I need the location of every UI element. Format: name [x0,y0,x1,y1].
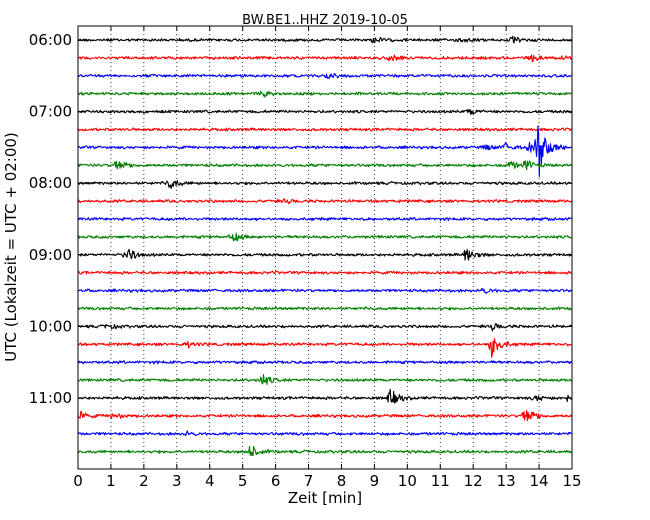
trace-1015 [77,338,572,358]
y-tick-label: 09:00 [29,246,72,264]
trace-1045 [77,373,572,385]
chart-title: BW.BE1..HHZ 2019-10-05 [242,13,408,28]
trace-0915 [77,270,572,275]
seismogram-traces [77,35,572,457]
axes: 0 1 2 3 4 5 6 7 8 9 10 11 12 13 14 1506:0007:0008:0009:… [29,26,582,490]
x-tick-label: 6 [271,472,281,490]
x-axis-label: Zeit [min] [288,489,362,507]
trace-0730 [77,125,572,178]
x-tick-label: 15 [562,472,581,490]
trace-0645 [77,90,572,98]
x-tick-label: 0 [73,472,83,490]
trace-0700 [77,108,572,115]
trace-0630 [77,73,572,79]
trace-0945 [77,306,572,311]
trace-1115 [77,409,572,422]
x-tick-label: 7 [304,472,314,490]
x-tick-label: 10 [398,472,417,490]
x-tick-label: 3 [172,472,182,490]
x-tick-label: 13 [497,472,516,490]
x-tick-label: 14 [530,472,549,490]
trace-0930 [77,287,572,294]
trace-0845 [77,232,572,242]
x-tick-label: 4 [205,472,215,490]
x-tick-label: 9 [370,472,380,490]
trace-1145 [77,445,572,457]
y-tick-label: 11:00 [29,389,72,407]
y-tick-label: 06:00 [29,31,72,49]
y-axis-label: UTC (Lokalzeit = UTC + 02:00) [2,132,20,362]
trace-1000 [77,323,572,332]
x-tick-label: 5 [238,472,248,490]
trace-0815 [77,198,572,205]
trace-0745 [77,160,572,171]
plot-frame [77,25,573,470]
grid-lines [110,26,540,469]
y-tick-label: 10:00 [29,317,72,335]
trace-1100 [77,388,572,404]
x-tick-label: 1 [106,472,116,490]
trace-0800 [77,180,572,190]
trace-1130 [77,430,572,437]
x-tick-label: 11 [431,472,450,490]
x-tick-label: 8 [337,472,347,490]
trace-1030 [77,360,572,365]
y-tick-label: 08:00 [29,174,72,192]
y-tick-label: 07:00 [29,103,72,121]
trace-0600 [77,35,572,44]
trace-0715 [77,127,572,132]
x-tick-label: 12 [464,472,483,490]
trace-0830 [77,216,572,222]
trace-0900 [77,248,572,261]
x-tick-label: 2 [139,472,149,490]
trace-0615 [78,54,572,63]
